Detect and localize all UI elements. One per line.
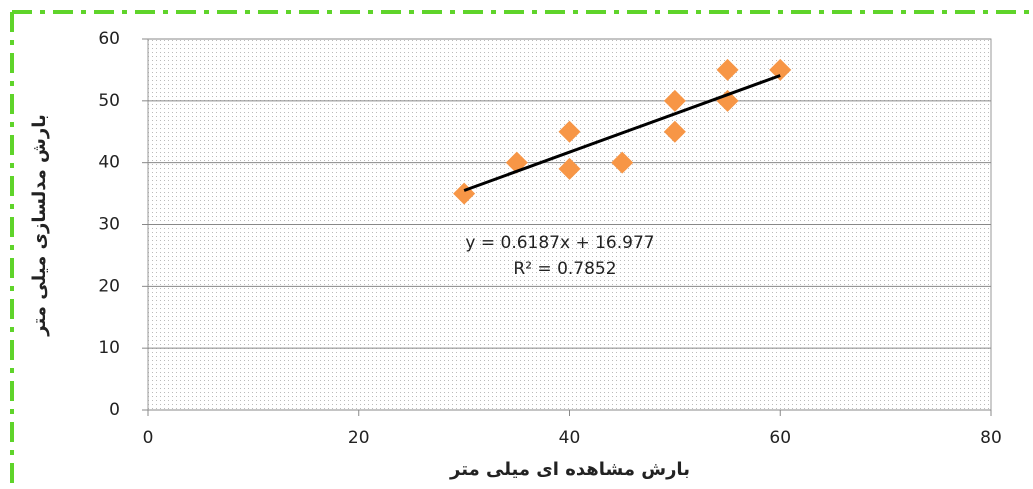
x-tick-label: 40 [559, 428, 581, 448]
y-tick-label: 50 [98, 91, 120, 111]
y-tick-label: 60 [98, 29, 120, 49]
x-tick-label: 60 [769, 428, 791, 448]
data-point [663, 89, 686, 112]
x-tick-label: 0 [143, 428, 154, 448]
y-tick-label: 0 [109, 400, 120, 420]
data-point [558, 120, 581, 143]
trendline-equation: y = 0.6187x + 16.977 [465, 233, 654, 253]
data-point [663, 120, 686, 143]
y-tick-label: 30 [98, 215, 120, 235]
data-point [716, 58, 739, 81]
x-axis-title: بارش مشاهده ای میلی متر [449, 459, 690, 480]
trendline-r2: R² = 0.7852 [513, 259, 616, 279]
y-tick-label: 20 [98, 276, 120, 296]
x-tick-label: 20 [348, 428, 370, 448]
y-axis-title: بارش مدلسازی میلی متر [29, 114, 50, 337]
y-tick-label: 10 [98, 338, 120, 358]
data-point [769, 58, 792, 81]
trendline [463, 74, 781, 192]
data-point [558, 157, 581, 180]
data-point [611, 151, 634, 174]
x-tick-label: 80 [980, 428, 1002, 448]
y-tick-label: 40 [98, 153, 120, 173]
